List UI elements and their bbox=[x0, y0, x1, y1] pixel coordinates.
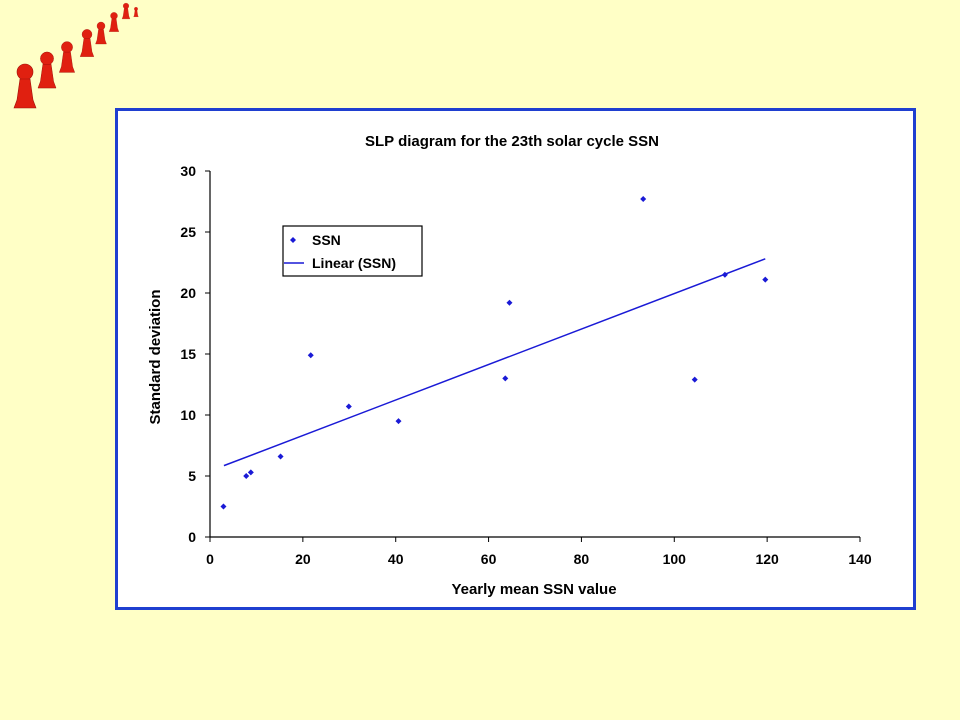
data-point bbox=[277, 453, 284, 460]
pawn-icon bbox=[79, 29, 95, 57]
y-axis-label: Standard deviation bbox=[147, 289, 164, 424]
data-point bbox=[506, 299, 513, 306]
pawn-icon bbox=[37, 51, 57, 89]
legend-label-ssn: SSN bbox=[312, 232, 341, 248]
data-point bbox=[243, 473, 250, 479]
y-tick-label: 25 bbox=[180, 224, 196, 240]
chart-title: SLP diagram for the 23th solar cycle SSN bbox=[365, 133, 659, 150]
pawn-figures-logo bbox=[0, 0, 150, 112]
legend: SSN Linear (SSN) bbox=[282, 225, 423, 277]
y-tick-label: 5 bbox=[188, 468, 196, 484]
pawn-icon bbox=[108, 12, 120, 32]
x-tick-label: 100 bbox=[663, 551, 687, 567]
pawn-figures-icon bbox=[0, 0, 150, 112]
data-point bbox=[220, 503, 227, 510]
legend-marker-ssn bbox=[290, 237, 296, 243]
y-tick-label: 20 bbox=[180, 285, 196, 301]
trendline-series bbox=[223, 258, 766, 467]
data-point bbox=[721, 271, 728, 278]
pawn-icon bbox=[13, 63, 37, 109]
data-point bbox=[640, 196, 647, 203]
x-tick-label: 60 bbox=[481, 551, 497, 567]
x-tick-label: 120 bbox=[755, 551, 779, 567]
y-tick-label: 0 bbox=[188, 529, 196, 545]
legend-box bbox=[282, 225, 423, 277]
x-tick-labels: 0 20 40 60 80 100 120 140 bbox=[206, 537, 872, 567]
y-tick-label: 10 bbox=[180, 407, 196, 423]
ssn-points bbox=[220, 196, 769, 510]
x-tick-label: 140 bbox=[848, 551, 872, 567]
legend-label-linear: Linear (SSN) bbox=[312, 255, 396, 271]
pawn-icon bbox=[133, 7, 139, 17]
data-point bbox=[395, 418, 402, 425]
pawn-icon bbox=[121, 2, 131, 20]
chart-frame: SLP diagram for the 23th solar cycle SSN… bbox=[115, 108, 916, 610]
pawn-icon bbox=[58, 41, 76, 73]
x-tick-label: 80 bbox=[574, 551, 590, 567]
x-tick-label: 0 bbox=[206, 551, 214, 567]
data-point bbox=[502, 375, 509, 382]
x-axis-label: Yearly mean SSN value bbox=[451, 581, 616, 598]
y-tick-labels: 0 5 10 15 20 25 30 bbox=[180, 163, 210, 545]
trendline bbox=[223, 258, 766, 467]
scatter-chart: SLP diagram for the 23th solar cycle SSN… bbox=[147, 133, 872, 598]
data-point bbox=[345, 403, 352, 410]
y-tick-label: 30 bbox=[180, 163, 196, 179]
y-tick-label: 15 bbox=[180, 346, 196, 362]
x-tick-label: 40 bbox=[388, 551, 404, 567]
pawn-icon bbox=[95, 21, 107, 45]
data-point bbox=[247, 469, 254, 476]
data-point bbox=[691, 376, 698, 383]
data-point bbox=[762, 276, 769, 283]
data-point bbox=[307, 352, 314, 359]
x-tick-label: 20 bbox=[295, 551, 311, 567]
